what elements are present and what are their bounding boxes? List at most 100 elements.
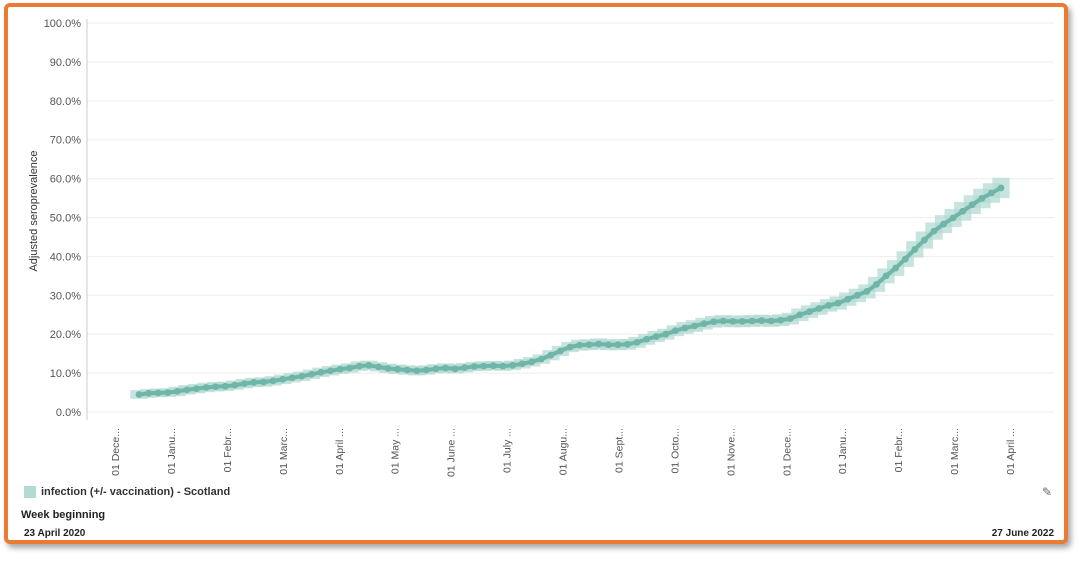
data-point[interactable] <box>662 330 670 338</box>
data-point[interactable] <box>767 317 775 325</box>
data-point[interactable] <box>365 361 373 369</box>
data-point[interactable] <box>901 255 909 263</box>
data-point[interactable] <box>193 385 200 393</box>
data-point[interactable] <box>825 302 832 309</box>
data-point[interactable] <box>145 389 152 397</box>
data-point[interactable] <box>576 341 583 349</box>
data-point[interactable] <box>499 362 507 370</box>
data-point[interactable] <box>336 365 344 373</box>
data-point[interactable] <box>537 355 545 363</box>
data-point[interactable] <box>135 391 143 398</box>
data-point[interactable] <box>624 340 631 348</box>
legend-swatch <box>24 486 36 498</box>
data-point[interactable] <box>260 378 267 386</box>
data-point[interactable] <box>202 384 210 391</box>
date-range-start: 23 April 2020 <box>24 528 86 539</box>
data-point[interactable] <box>566 343 574 351</box>
data-point[interactable] <box>509 361 516 369</box>
data-point[interactable] <box>681 324 689 332</box>
data-point[interactable] <box>786 315 794 323</box>
data-point[interactable] <box>940 220 947 228</box>
data-point[interactable] <box>375 363 382 371</box>
data-point[interactable] <box>288 374 296 382</box>
y-axis-label: Adjusted seroprevalence <box>28 150 40 271</box>
data-point[interactable] <box>997 184 1005 192</box>
data-point[interactable] <box>719 317 727 325</box>
data-point[interactable] <box>988 189 995 197</box>
data-point[interactable] <box>758 317 765 324</box>
data-point[interactable] <box>652 333 660 340</box>
data-point[interactable] <box>978 195 986 202</box>
y-tick-label: 40.0% <box>50 251 81 263</box>
data-point[interactable] <box>700 320 708 328</box>
data-point[interactable] <box>595 340 603 348</box>
y-tick-label: 80.0% <box>50 96 81 108</box>
data-point[interactable] <box>710 318 718 326</box>
data-point[interactable] <box>461 364 469 372</box>
data-point[interactable] <box>489 362 497 370</box>
data-point[interactable] <box>164 389 172 396</box>
data-point[interactable] <box>480 362 488 370</box>
data-point[interactable] <box>959 207 967 215</box>
data-point[interactable] <box>298 372 306 380</box>
chart-svg: 0.0% 10.0% 20.0% 30.0% 40.0% 50.0% 60.0% 70.0% 8… <box>28 18 1054 477</box>
data-point[interactable] <box>585 341 593 349</box>
data-point[interactable] <box>863 288 871 295</box>
data-point[interactable] <box>748 317 756 325</box>
data-point[interactable] <box>911 245 919 253</box>
data-point[interactable] <box>451 365 459 373</box>
data-point[interactable] <box>557 347 564 355</box>
data-point[interactable] <box>643 335 651 343</box>
data-point[interactable] <box>394 365 401 373</box>
data-point[interactable] <box>777 316 785 324</box>
data-point[interactable] <box>240 380 248 388</box>
data-point[interactable] <box>384 365 392 372</box>
data-point[interactable] <box>279 375 287 383</box>
data-point[interactable] <box>930 227 938 235</box>
data-point[interactable] <box>442 364 449 372</box>
data-point[interactable] <box>231 381 239 389</box>
data-point[interactable] <box>614 341 622 349</box>
data-point[interactable] <box>470 363 478 370</box>
data-point[interactable] <box>547 351 555 359</box>
y-tick-label: 0.0% <box>56 407 81 419</box>
data-point[interactable] <box>212 383 220 391</box>
data-point[interactable] <box>403 366 411 374</box>
legend[interactable]: infection (+/- vaccination) - Scotland <box>24 486 230 498</box>
data-point[interactable] <box>604 341 612 349</box>
data-point[interactable] <box>815 305 823 312</box>
data-point[interactable] <box>250 379 258 386</box>
data-point[interactable] <box>739 317 746 325</box>
data-point[interactable] <box>317 368 325 376</box>
data-point[interactable] <box>796 311 804 319</box>
data-point[interactable] <box>949 214 957 222</box>
data-point[interactable] <box>873 281 880 288</box>
data-point[interactable] <box>154 389 162 397</box>
data-point[interactable] <box>806 308 813 316</box>
data-point[interactable] <box>518 360 526 368</box>
data-point[interactable] <box>269 377 277 385</box>
data-point[interactable] <box>355 362 363 370</box>
data-point[interactable] <box>308 370 315 378</box>
data-point[interactable] <box>920 236 928 244</box>
pencil-icon[interactable]: ✎ <box>1041 485 1052 499</box>
data-point[interactable] <box>432 365 440 373</box>
data-point[interactable] <box>183 386 191 394</box>
data-point[interactable] <box>346 364 354 372</box>
data-point[interactable] <box>729 317 737 325</box>
data-point[interactable] <box>882 272 890 280</box>
data-point[interactable] <box>968 201 976 209</box>
data-point[interactable] <box>633 338 641 346</box>
data-point[interactable] <box>173 387 181 395</box>
data-point[interactable] <box>671 327 679 335</box>
data-point[interactable] <box>853 291 861 299</box>
data-point[interactable] <box>691 322 698 330</box>
data-point[interactable] <box>422 366 430 374</box>
data-point[interactable] <box>221 382 229 390</box>
data-point[interactable] <box>834 299 842 307</box>
data-point[interactable] <box>844 295 852 303</box>
data-point[interactable] <box>327 367 334 375</box>
data-point[interactable] <box>528 358 536 366</box>
data-point[interactable] <box>413 367 421 375</box>
data-point[interactable] <box>892 264 900 272</box>
